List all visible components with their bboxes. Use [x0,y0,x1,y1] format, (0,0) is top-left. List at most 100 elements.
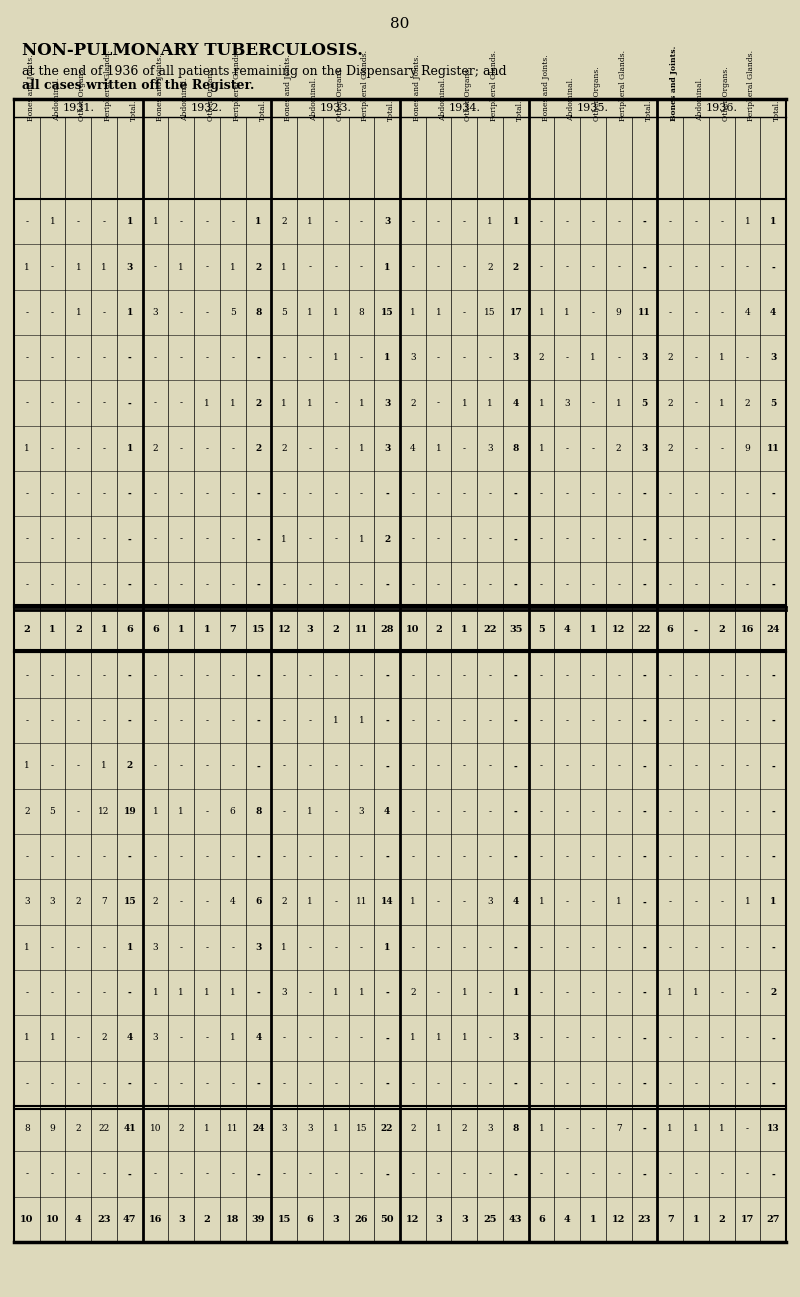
Text: -: - [51,1079,54,1088]
Text: -: - [257,1079,260,1088]
Text: -: - [231,1079,234,1088]
Text: -: - [206,1170,209,1179]
Text: -: - [489,1079,491,1088]
Text: Total.: Total. [645,100,653,121]
Text: 1: 1 [24,943,30,952]
Text: 3: 3 [642,353,648,362]
Text: 2: 2 [538,353,544,362]
Text: 3: 3 [384,444,390,453]
Text: -: - [206,852,209,861]
Text: 2: 2 [24,807,30,816]
Text: -: - [514,807,518,816]
Text: -: - [566,716,569,725]
Text: 15: 15 [355,1124,367,1134]
Text: -: - [231,217,234,226]
Text: -: - [206,307,209,316]
Text: -: - [771,1034,775,1043]
Text: 9: 9 [616,307,622,316]
Text: -: - [282,580,286,589]
Text: 1: 1 [718,398,725,407]
Text: -: - [386,852,389,861]
Text: 1: 1 [487,398,493,407]
Text: -: - [669,898,672,907]
Text: -: - [360,1034,363,1043]
Text: -: - [180,761,182,770]
Text: -: - [437,353,440,362]
Text: 1: 1 [462,1034,467,1043]
Text: -: - [77,1034,80,1043]
Text: -: - [334,898,337,907]
Text: 11: 11 [354,625,368,634]
Text: 3: 3 [513,353,519,362]
Text: -: - [591,898,594,907]
Text: -: - [206,943,209,952]
Text: -: - [642,489,646,498]
Text: Abdominal.: Abdominal. [182,78,190,121]
Text: -: - [154,1079,157,1088]
Text: 1: 1 [667,1124,673,1134]
Text: -: - [566,1170,569,1179]
Text: -: - [618,852,620,861]
Text: -: - [51,398,54,407]
Text: -: - [180,307,182,316]
Text: 2: 2 [282,898,287,907]
Text: -: - [77,1079,80,1088]
Text: 2: 2 [410,1124,416,1134]
Text: 26: 26 [354,1215,368,1224]
Text: -: - [51,671,54,680]
Text: -: - [566,262,569,271]
Text: 25: 25 [483,1215,497,1224]
Text: 1: 1 [204,988,210,997]
Text: -: - [489,489,491,498]
Text: 1: 1 [126,217,133,226]
Text: -: - [309,988,311,997]
Text: -: - [437,988,440,997]
Text: 16: 16 [149,1215,162,1224]
Text: -: - [26,852,28,861]
Text: 7: 7 [616,1124,622,1134]
Text: -: - [257,671,260,680]
Text: -: - [77,988,80,997]
Text: 1: 1 [538,444,545,453]
Text: -: - [309,1034,311,1043]
Text: -: - [720,1170,723,1179]
Text: -: - [694,1034,698,1043]
Text: -: - [669,307,672,316]
Text: 43: 43 [509,1215,522,1224]
Text: -: - [206,671,209,680]
Text: -: - [360,671,363,680]
Text: 3: 3 [565,398,570,407]
Text: -: - [694,898,698,907]
Text: -: - [591,1170,594,1179]
Text: -: - [77,489,80,498]
Text: 3: 3 [50,898,55,907]
Text: 8: 8 [255,307,262,316]
Text: NON-PULMONARY TUBERCULOSIS.: NON-PULMONARY TUBERCULOSIS. [22,42,363,58]
Text: -: - [26,1170,28,1179]
Text: -: - [720,716,723,725]
Text: 3: 3 [178,1215,185,1224]
Text: 1: 1 [384,262,390,271]
Text: -: - [102,852,106,861]
Text: -: - [206,353,209,362]
Text: -: - [463,444,466,453]
Text: -: - [282,716,286,725]
Text: 10: 10 [150,1124,162,1134]
Text: -: - [591,1079,594,1088]
Text: 10: 10 [20,1215,34,1224]
Text: -: - [334,262,337,271]
Text: -: - [437,534,440,543]
Text: 2: 2 [513,262,519,271]
Text: 3: 3 [487,1124,493,1134]
Text: 4: 4 [384,807,390,816]
Text: 1: 1 [410,307,416,316]
Text: Other Organs.: Other Organs. [464,66,472,121]
Text: 15: 15 [278,1215,291,1224]
Text: -: - [128,671,132,680]
Text: 1: 1 [436,444,442,453]
Text: 1: 1 [204,1124,210,1134]
Text: 2: 2 [616,444,622,453]
Text: -: - [180,898,182,907]
Text: -: - [231,489,234,498]
Text: -: - [694,580,698,589]
